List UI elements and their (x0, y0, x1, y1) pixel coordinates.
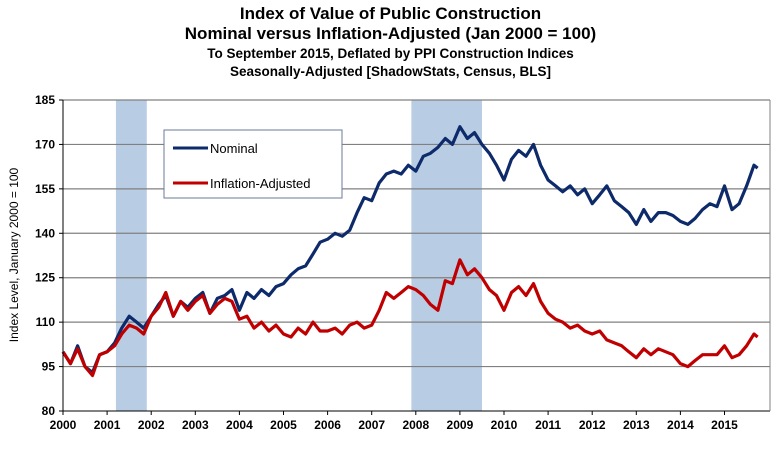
gridlines (63, 99, 770, 368)
legend-label-nominal: Nominal (210, 141, 258, 156)
y-tick-label: 185 (35, 93, 55, 107)
x-tick-label: 2011 (535, 418, 561, 432)
x-tick-label: 2006 (314, 418, 341, 432)
x-tick-label: 2013 (623, 418, 650, 432)
x-tick-label: 2007 (358, 418, 385, 432)
series-line-inflation-adjusted (61, 258, 759, 378)
x-tick-label: 2001 (94, 418, 121, 432)
y-axis-label: Index Level, January 2000 = 100 (7, 167, 21, 342)
x-tick-label: 2014 (667, 418, 694, 432)
y-tick-label: 125 (35, 271, 55, 285)
chart-subtitle-3: Seasonally-Adjusted [ShadowStats, Census… (229, 64, 552, 79)
y-tick-label: 95 (42, 360, 56, 374)
x-tick-label: 2010 (491, 418, 518, 432)
y-tick-label: 170 (35, 137, 55, 151)
series-lines (61, 125, 759, 378)
legend-box (163, 129, 343, 199)
x-tick-label: 2012 (579, 418, 606, 432)
legend-label-inflation-adjusted: Inflation-Adjusted (210, 176, 310, 191)
recession-shading-layer (115, 100, 482, 411)
axes: 80 95 110 125 140 155 170 185 2000 2001 2002 2003 20… (35, 93, 771, 432)
chart-subtitle-1: Nominal versus Inflation-Adjusted (Jan 2… (184, 24, 597, 43)
y-tick-label: 110 (36, 315, 56, 329)
x-tick-label: 2004 (226, 418, 253, 432)
x-tick-label: 2009 (447, 418, 474, 432)
y-tick-label: 80 (42, 404, 56, 418)
chart-title: Index of Value of Public Construction (239, 4, 542, 23)
recession-band-0 (115, 100, 147, 411)
chart-subtitle-2: To September 2015, Deflated by PPI Const… (207, 46, 574, 61)
recession-band-1 (411, 100, 482, 411)
legend: Nominal Inflation-Adjusted (163, 129, 343, 199)
x-tick-label: 2008 (402, 418, 429, 432)
x-tick-label: 2000 (50, 418, 77, 432)
x-tick-label: 2003 (182, 418, 209, 432)
y-tick-label: 155 (35, 182, 55, 196)
x-tick-label: 2015 (711, 418, 738, 432)
y-tick-label: 140 (35, 226, 55, 240)
x-tick-label: 2005 (270, 418, 297, 432)
x-tick-label: 2002 (138, 418, 165, 432)
